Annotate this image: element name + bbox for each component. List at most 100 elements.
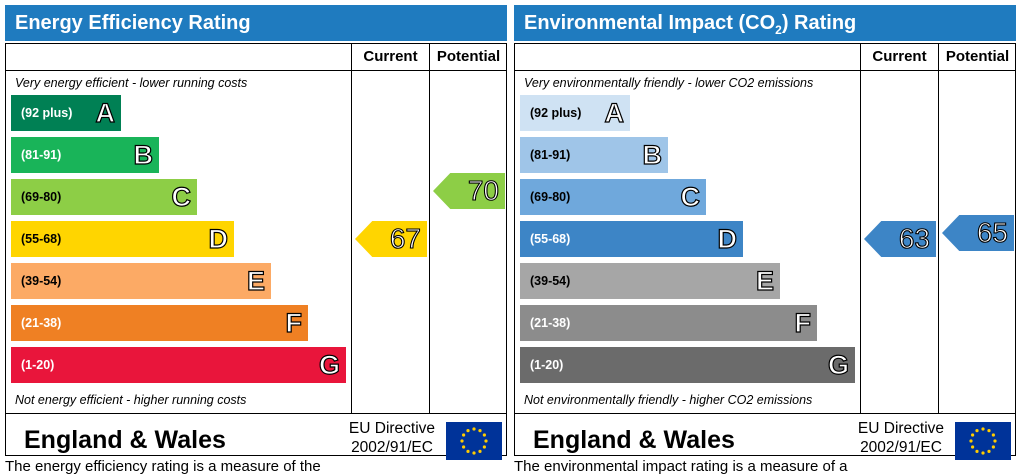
footer-divider <box>515 413 1015 414</box>
band-range-label: (92 plus) <box>530 106 582 120</box>
band-range-label: (55-68) <box>530 232 571 246</box>
current-rating-value: 63 <box>898 222 930 254</box>
band-letter: D <box>717 223 738 254</box>
rating-table: Current Potential Very environmentally f… <box>514 43 1016 460</box>
panel-title: Environmental Impact (CO2) Rating <box>514 5 1016 41</box>
band-letter: B <box>642 139 663 170</box>
star-icon <box>462 433 466 437</box>
star-icon <box>472 427 476 431</box>
band-range-label: (55-68) <box>21 232 62 246</box>
band-range-label: (1-20) <box>21 358 55 372</box>
eu-directive-label: EU Directive 2002/91/EC <box>848 419 954 457</box>
band-letter: B <box>133 139 154 170</box>
rating-band-d: (55-68) D <box>520 221 743 257</box>
star-icon <box>991 445 995 449</box>
current-column-header: Current <box>363 48 418 65</box>
potential-rating-arrow: 65 <box>942 215 1014 251</box>
band-letter: A <box>604 97 625 128</box>
star-icon <box>975 449 979 453</box>
rating-band-f: (21-38) F <box>520 305 817 341</box>
potential-column-header: Potential <box>945 48 1010 65</box>
star-icon <box>466 449 470 453</box>
potential-rating-value: 70 <box>467 174 499 206</box>
band-range-label: (69-80) <box>21 190 62 204</box>
band-letter: C <box>680 181 701 212</box>
energy-title-text: Energy Efficiency Rating <box>15 12 251 34</box>
star-icon <box>478 429 482 433</box>
star-icon <box>482 445 486 449</box>
potential-column-divider <box>429 44 430 414</box>
star-icon <box>971 433 975 437</box>
environmental-impact-panel: Environmental Impact (CO2) Rating Curren… <box>514 5 1016 460</box>
star-icon <box>969 439 973 443</box>
eu-directive-label: EU Directive 2002/91/EC <box>339 419 445 457</box>
current-rating-arrow: 63 <box>864 221 936 257</box>
band-letter: E <box>246 265 265 296</box>
band-range-label: (39-54) <box>21 274 62 288</box>
star-icon <box>981 427 985 431</box>
band-range-label: (81-91) <box>21 148 62 162</box>
potential-rating-value: 65 <box>976 216 1008 248</box>
potential-column-divider <box>938 44 939 414</box>
rating-band-g: (1-20) G <box>11 347 346 383</box>
rating-band-e: (39-54) E <box>520 263 780 299</box>
current-rating-value: 67 <box>389 222 421 254</box>
band-letter: F <box>285 307 303 338</box>
rating-band-c: (69-80) C <box>11 179 197 215</box>
energy-caption: The energy efficiency rating is a measur… <box>5 458 321 475</box>
band-letter: G <box>827 349 849 380</box>
star-icon <box>993 439 997 443</box>
star-icon <box>462 445 466 449</box>
band-letter: G <box>318 349 340 380</box>
star-icon <box>991 433 995 437</box>
environmental-title-text: Environmental Impact (CO <box>524 12 776 34</box>
band-range-label: (92 plus) <box>21 106 73 120</box>
rating-band-d: (55-68) D <box>11 221 234 257</box>
current-column-header: Current <box>872 48 927 65</box>
band-letter: A <box>95 97 116 128</box>
region-label: England & Wales <box>24 426 226 454</box>
current-column-divider <box>351 44 352 414</box>
directive-line-2: 2002/91/EC <box>351 439 433 456</box>
star-icon <box>971 445 975 449</box>
rating-band-c: (69-80) C <box>520 179 706 215</box>
top-note: Very energy efficient - lower running co… <box>15 76 248 90</box>
potential-rating-arrow: 70 <box>433 173 505 209</box>
top-note: Very environmentally friendly - lower CO… <box>524 76 814 90</box>
rating-band-e: (39-54) E <box>11 263 271 299</box>
rating-band-b: (81-91) B <box>520 137 668 173</box>
header-divider <box>6 70 506 71</box>
environmental-title-suffix: ) Rating <box>781 12 857 34</box>
rating-band-f: (21-38) F <box>11 305 308 341</box>
header-divider <box>515 70 1015 71</box>
band-letter: F <box>794 307 812 338</box>
band-letter: C <box>171 181 192 212</box>
directive-line-1: EU Directive <box>348 420 436 437</box>
band-letter: D <box>208 223 229 254</box>
band-range-label: (1-20) <box>530 358 564 372</box>
star-icon <box>987 429 991 433</box>
bottom-note: Not environmentally friendly - higher CO… <box>524 393 813 407</box>
star-icon <box>975 429 979 433</box>
directive-line-2: 2002/91/EC <box>860 439 942 456</box>
star-icon <box>987 449 991 453</box>
band-range-label: (39-54) <box>530 274 571 288</box>
current-rating-arrow: 67 <box>355 221 427 257</box>
star-icon <box>981 451 985 455</box>
band-range-label: (69-80) <box>530 190 571 204</box>
star-icon <box>466 429 470 433</box>
star-icon <box>484 439 488 443</box>
eu-flag-icon <box>955 422 1011 460</box>
bottom-note: Not energy efficient - higher running co… <box>15 393 247 407</box>
current-column-divider <box>860 44 861 414</box>
band-letter: E <box>755 265 774 296</box>
region-label: England & Wales <box>533 426 735 454</box>
panel-title: Energy Efficiency Rating <box>5 5 507 41</box>
footer-divider <box>6 413 506 414</box>
band-range-label: (81-91) <box>530 148 571 162</box>
co2-subscript: 2 <box>775 23 782 37</box>
rating-band-a: (92 plus) A <box>11 95 121 131</box>
rating-table: Current Potential Very energy efficient … <box>5 43 507 460</box>
star-icon <box>482 433 486 437</box>
eu-flag-icon <box>446 422 502 460</box>
